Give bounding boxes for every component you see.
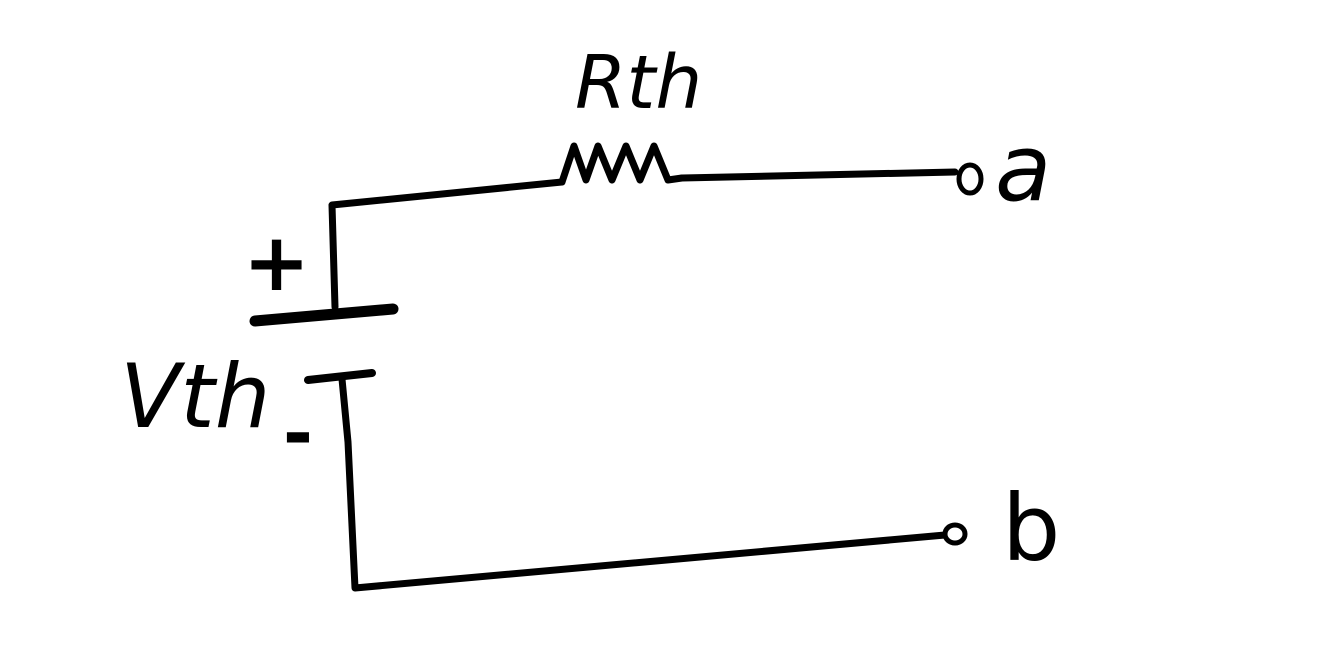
positive-sign: +: [243, 216, 310, 309]
top-wire-left: [328, 178, 566, 311]
battery-positive-plate: [249, 303, 399, 327]
source-label: Vth: [120, 345, 270, 448]
terminal-b-label: b: [1002, 475, 1060, 582]
negative-sign: -: [283, 391, 313, 475]
top-wire-right: [678, 168, 959, 182]
terminal-a-node: [956, 162, 984, 196]
terminal-a-label: a: [995, 115, 1051, 222]
resistor-symbol: [558, 142, 686, 186]
resistor-label: Rth: [575, 40, 702, 126]
terminal-b-node: [942, 522, 968, 546]
bottom-wire: [338, 375, 949, 592]
